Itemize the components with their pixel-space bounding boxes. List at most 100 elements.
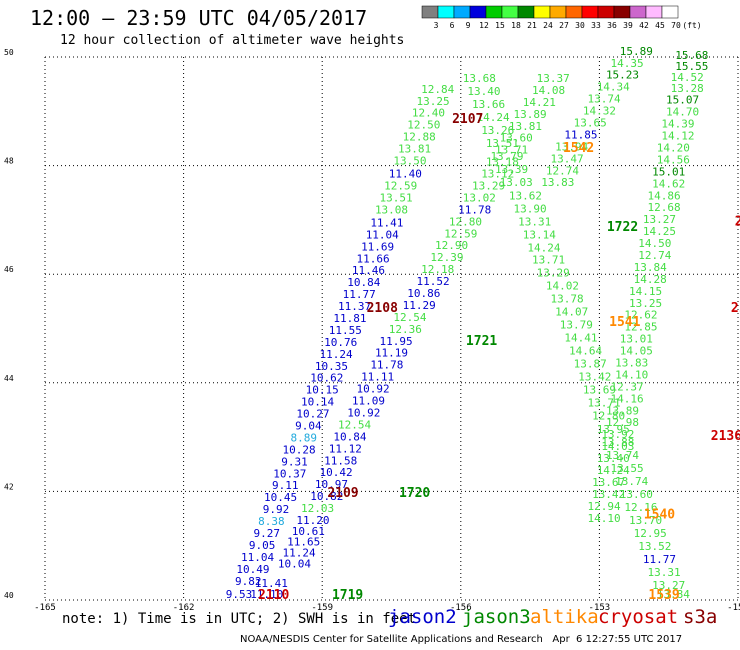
wave-height-value: 12.18 bbox=[421, 263, 454, 276]
wave-height-value: 10.35 bbox=[315, 360, 348, 373]
wave-height-value: 13.74 bbox=[606, 449, 639, 462]
wave-height-value: 13.39 bbox=[495, 163, 528, 176]
wave-height-value: 14.64 bbox=[569, 345, 602, 358]
wave-height-value: 12.80 bbox=[592, 410, 625, 423]
colorbar-swatch bbox=[485, 5, 503, 19]
wave-height-value: 14.62 bbox=[652, 177, 685, 190]
wave-height-value: 13.68 bbox=[463, 72, 496, 85]
colorbar-label: 30 bbox=[575, 21, 585, 30]
wave-height-value: 11.77 bbox=[343, 288, 376, 301]
wave-height-value: 10.76 bbox=[324, 336, 357, 349]
colorbar-label: 36 bbox=[607, 21, 617, 30]
wave-height-value: 10.42 bbox=[319, 466, 352, 479]
wave-height-value: 13.25 bbox=[417, 95, 450, 108]
colorbar-swatch bbox=[549, 5, 567, 19]
wave-height-value: 12.95 bbox=[634, 527, 667, 540]
wave-height-value: 14.28 bbox=[634, 273, 667, 286]
wave-height-value: 12.74 bbox=[546, 164, 579, 177]
wave-height-value: 13.83 bbox=[541, 176, 574, 189]
wave-height-value: 12.90 bbox=[435, 239, 468, 252]
wave-height-value: 14.10 bbox=[587, 512, 620, 525]
pass-number-label: 1541 bbox=[609, 315, 640, 330]
colorbar-label: 33 bbox=[591, 21, 601, 30]
wave-height-value: 13.71 bbox=[587, 397, 620, 410]
wave-height-value: 13.51 bbox=[380, 191, 413, 204]
wave-height-value: 12.62 bbox=[624, 309, 657, 322]
wave-height-value: 12.94 bbox=[587, 500, 620, 513]
note-text: note: 1) Time is in UTC; 2) SWH is in fe… bbox=[62, 611, 417, 627]
wave-height-value: 11.77 bbox=[643, 553, 676, 566]
wave-height-value: 13.42 bbox=[578, 371, 611, 384]
colorbar-label: 39 bbox=[623, 21, 633, 30]
wave-height-value: 14.24 bbox=[527, 241, 560, 254]
wave-height-value: 13.27 bbox=[652, 579, 685, 592]
wave-height-value: 13.88 bbox=[601, 436, 634, 449]
wave-height-value: 13.79 bbox=[490, 150, 523, 163]
wave-height-value: 11.41 bbox=[255, 577, 288, 590]
wave-height-value: 10.82 bbox=[310, 490, 343, 503]
wave-height-value: 13.94 bbox=[555, 140, 588, 153]
colorbar-label: 21 bbox=[527, 21, 537, 30]
wave-height-value: 12.88 bbox=[403, 131, 436, 144]
wave-height-value: 11.55 bbox=[329, 324, 362, 337]
wave-height-value: 13.81 bbox=[509, 120, 542, 133]
wave-height-value: 13.83 bbox=[615, 357, 648, 370]
wave-height-value: 14.08 bbox=[532, 84, 565, 97]
wave-height-value: 12.54 bbox=[393, 311, 426, 324]
wave-height-value: 13.28 bbox=[671, 82, 704, 95]
wave-height-value: 8.89 bbox=[290, 431, 317, 444]
lat-tick-label: 48 bbox=[4, 157, 14, 166]
map-subtitle: 12 hour collection of altimeter wave hei… bbox=[60, 33, 405, 48]
wave-height-value: 13.78 bbox=[550, 292, 583, 305]
axis-ticks: -165 -162 -159 -156 -153 -150 40 42 44 46 48 50 bbox=[4, 48, 740, 613]
lon-tick-label: -156 bbox=[450, 603, 472, 613]
colorbar-swatch bbox=[613, 5, 631, 19]
wave-height-value: 13.31 bbox=[648, 566, 681, 579]
wave-height-value: 10.28 bbox=[283, 443, 316, 456]
wave-height-value: 14.24 bbox=[597, 464, 630, 477]
wave-height-value: 10.14 bbox=[301, 396, 334, 409]
wave-height-value: 13.71 bbox=[532, 253, 565, 266]
wave-height-value: 9.31 bbox=[281, 455, 308, 468]
wave-height-value: 13.25 bbox=[629, 297, 662, 310]
map-title: 12:00 – 23:59 UTC 04/05/2017 bbox=[30, 6, 368, 30]
wave-height-value: 10.37 bbox=[273, 467, 306, 480]
wave-height-value: 13.60 bbox=[620, 488, 653, 501]
wave-height-value: 13.60 bbox=[500, 132, 533, 145]
colorbar-label: 42 bbox=[639, 21, 649, 30]
lat-tick-label: 50 bbox=[4, 48, 14, 57]
wave-height-value: 13.40 bbox=[597, 452, 630, 465]
wave-height-value: 13.84 bbox=[657, 588, 690, 601]
lon-tick-label: -150 bbox=[727, 603, 740, 613]
colorbar-swatch bbox=[437, 5, 455, 19]
wave-height-value: 13.50 bbox=[393, 155, 426, 168]
wave-height-value: 14.07 bbox=[555, 305, 588, 318]
pass-number-label: 1542 bbox=[563, 141, 594, 156]
wave-height-value: 13.74 bbox=[615, 475, 648, 488]
wave-height-value: 11.65 bbox=[287, 536, 320, 549]
wave-height-value: 14.24 bbox=[477, 111, 510, 124]
wave-height-value: 13.37 bbox=[537, 72, 570, 85]
colorbar-swatch bbox=[597, 5, 615, 19]
wave-height-value: 10.84 bbox=[347, 276, 380, 289]
pass-number-label: 21 bbox=[735, 214, 740, 229]
wave-height-value: 14.41 bbox=[564, 332, 597, 345]
wave-height-value: 13.29 bbox=[537, 266, 570, 279]
wave-height-value: 10.92 bbox=[356, 383, 389, 396]
lat-tick-label: 42 bbox=[4, 482, 14, 491]
wave-height-value: 12.84 bbox=[421, 83, 454, 96]
wave-height-value: 11.24 bbox=[319, 348, 352, 361]
wave-height-value: 14.70 bbox=[666, 106, 699, 119]
wave-height-value: 14.12 bbox=[661, 130, 694, 143]
wave-height-value: 15.23 bbox=[606, 69, 639, 82]
wave-height-value: 11.85 bbox=[564, 128, 597, 141]
wave-height-value: 14.05 bbox=[620, 345, 653, 358]
colorbar-swatch bbox=[421, 5, 439, 19]
wave-height-value: 11.10 bbox=[250, 588, 283, 601]
wave-height-value: 13.89 bbox=[514, 108, 547, 121]
wave-height-value: 13.70 bbox=[629, 514, 662, 527]
wave-height-value: 11.41 bbox=[370, 216, 403, 229]
wave-height-points: 9.539.8210.4911.049.059.278.389.9210.459… bbox=[226, 45, 709, 601]
wave-height-value: 11.19 bbox=[375, 347, 408, 360]
wave-height-value: 13.42 bbox=[592, 488, 625, 501]
